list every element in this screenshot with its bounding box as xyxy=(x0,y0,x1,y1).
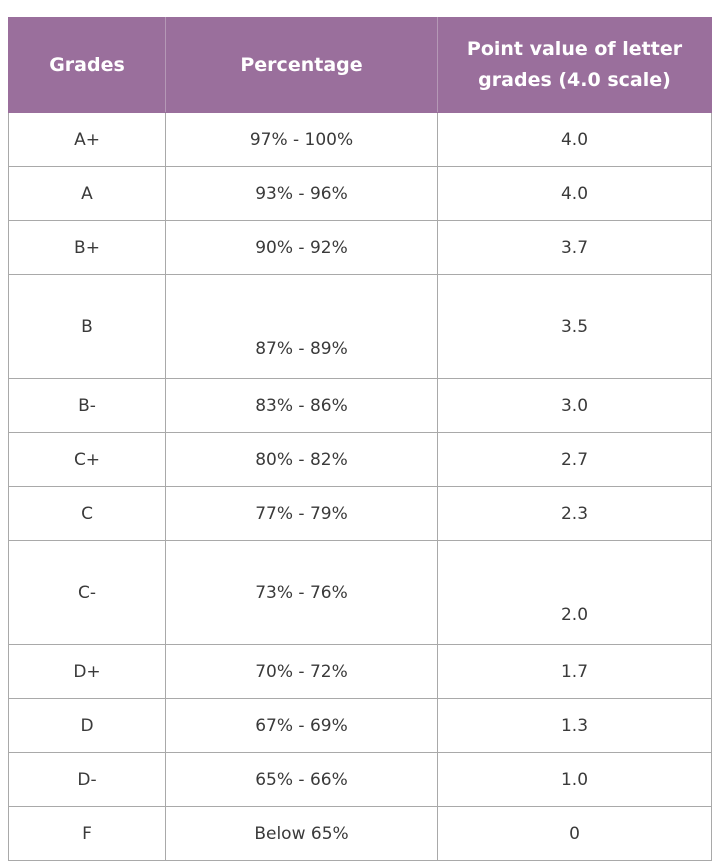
points-cell: 2.7 xyxy=(437,432,712,487)
points-cell: 3.7 xyxy=(437,220,712,275)
points-cell: 4.0 xyxy=(437,112,712,167)
grade-cell: C xyxy=(8,486,166,541)
points-cell: 2.0 xyxy=(437,540,712,645)
points-cell: 1.0 xyxy=(437,752,712,807)
table-row: A 93% - 96% 4.0 xyxy=(8,166,712,221)
table-row: B- 83% - 86% 3.0 xyxy=(8,378,712,433)
grade-cell: B xyxy=(8,274,166,379)
percentage-cell: 97% - 100% xyxy=(165,112,438,167)
percentage-cell: 83% - 86% xyxy=(165,378,438,433)
percentage-cell: 87% - 89% xyxy=(165,274,438,379)
grade-cell: A xyxy=(8,166,166,221)
header-point-value: Point value of letter grades (4.0 scale) xyxy=(437,17,712,113)
grade-cell: D xyxy=(8,698,166,753)
percentage-cell: Below 65% xyxy=(165,806,438,861)
grade-cell: B+ xyxy=(8,220,166,275)
grade-cell: B- xyxy=(8,378,166,433)
grade-cell: A+ xyxy=(8,112,166,167)
percentage-cell: 80% - 82% xyxy=(165,432,438,487)
points-cell: 3.5 xyxy=(437,274,712,379)
table-row: D 67% - 69% 1.3 xyxy=(8,698,712,753)
table-row: A+ 97% - 100% 4.0 xyxy=(8,112,712,167)
header-grades: Grades xyxy=(8,17,166,113)
header-percentage: Percentage xyxy=(165,17,438,113)
table-row: D- 65% - 66% 1.0 xyxy=(8,752,712,807)
grade-cell: C- xyxy=(8,540,166,645)
points-cell: 0 xyxy=(437,806,712,861)
table-body: A+ 97% - 100% 4.0 A 93% - 96% 4.0 B+ 90%… xyxy=(8,112,712,861)
percentage-cell: 67% - 69% xyxy=(165,698,438,753)
percentage-cell: 90% - 92% xyxy=(165,220,438,275)
percentage-cell: 65% - 66% xyxy=(165,752,438,807)
points-cell: 1.7 xyxy=(437,644,712,699)
percentage-cell: 77% - 79% xyxy=(165,486,438,541)
points-cell: 3.0 xyxy=(437,378,712,433)
table-header: Grades Percentage Point value of letter … xyxy=(8,17,712,113)
grade-scale-table: Grades Percentage Point value of letter … xyxy=(8,17,712,861)
grade-cell: D+ xyxy=(8,644,166,699)
header-row: Grades Percentage Point value of letter … xyxy=(8,17,712,113)
points-cell: 1.3 xyxy=(437,698,712,753)
percentage-cell: 73% - 76% xyxy=(165,540,438,645)
points-cell: 4.0 xyxy=(437,166,712,221)
percentage-cell: 93% - 96% xyxy=(165,166,438,221)
grade-cell: C+ xyxy=(8,432,166,487)
table-row: B+ 90% - 92% 3.7 xyxy=(8,220,712,275)
table-row: F Below 65% 0 xyxy=(8,806,712,861)
table-row: B 87% - 89% 3.5 xyxy=(8,274,712,379)
grade-cell: F xyxy=(8,806,166,861)
points-cell: 2.3 xyxy=(437,486,712,541)
grade-cell: D- xyxy=(8,752,166,807)
table-row: D+ 70% - 72% 1.7 xyxy=(8,644,712,699)
table-row: C+ 80% - 82% 2.7 xyxy=(8,432,712,487)
table-row: C- 73% - 76% 2.0 xyxy=(8,540,712,645)
table-row: C 77% - 79% 2.3 xyxy=(8,486,712,541)
percentage-cell: 70% - 72% xyxy=(165,644,438,699)
